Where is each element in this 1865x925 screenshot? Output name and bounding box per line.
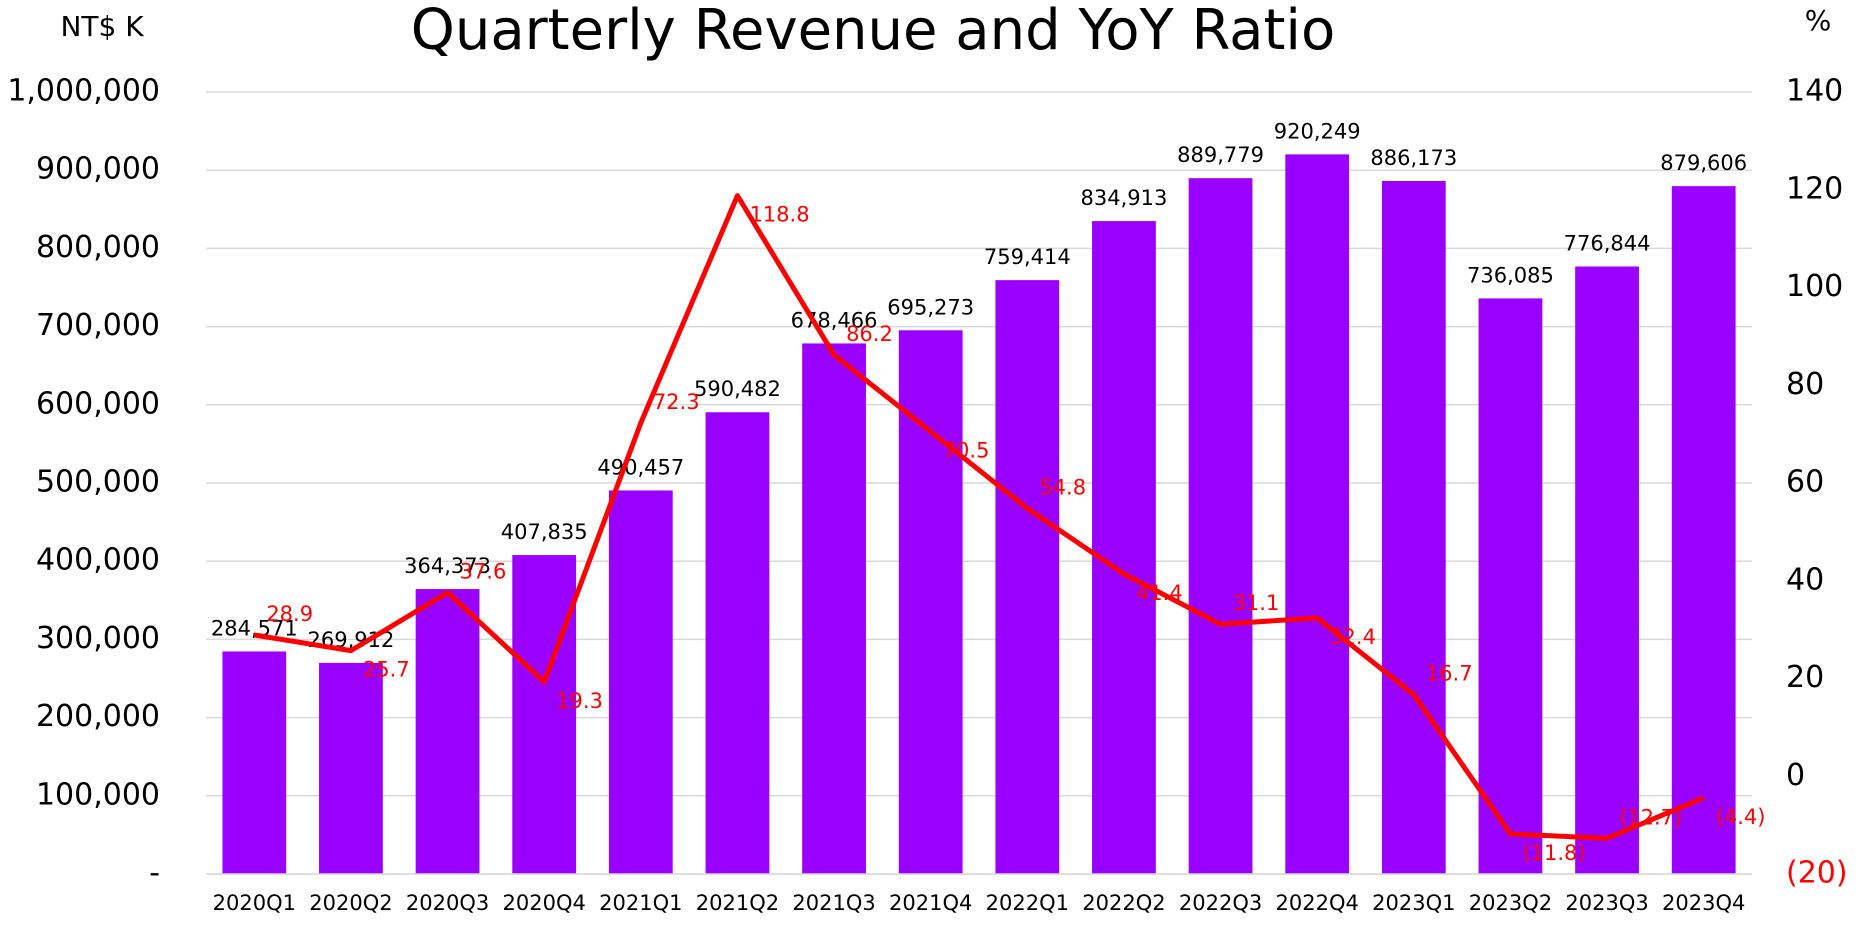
y2-tick-label: 0: [1786, 758, 1805, 793]
y-axis-label: NT$ K: [60, 10, 144, 43]
x-tick-label: 2022Q3: [1179, 891, 1262, 915]
line-value-label: (12.7): [1619, 805, 1682, 829]
bar: [222, 651, 287, 874]
bar-value-label: 364,373: [404, 554, 491, 578]
line-value-label: 16.7: [1426, 662, 1473, 686]
x-tick-label: 2022Q2: [1082, 891, 1165, 915]
y2-tick-label: 80: [1786, 367, 1824, 402]
x-tick-label: 2022Q1: [986, 891, 1069, 915]
bar-value-label: 736,085: [1467, 263, 1554, 287]
bar: [1575, 266, 1639, 874]
y2-tick-label: 20: [1786, 660, 1824, 695]
bar: [608, 490, 673, 874]
x-tick-label: 2021Q1: [599, 891, 682, 915]
line-value-label: 70.5: [943, 439, 990, 463]
line-value-label: 86.2: [846, 322, 893, 346]
line-value-label: 41.4: [1136, 581, 1183, 605]
y2-tick-label: 140: [1786, 74, 1843, 109]
x-tick-label: 2023Q2: [1469, 891, 1552, 915]
y-tick-label: 800,000: [36, 230, 160, 265]
y-tick-label: 900,000: [36, 152, 160, 187]
line-value-label: 25.7: [363, 658, 410, 682]
line-value-label: (4.4): [1716, 805, 1766, 829]
bar-value-label: 879,606: [1660, 151, 1747, 175]
bar: [898, 330, 963, 874]
x-tick-label: 2020Q2: [309, 891, 392, 915]
bar-value-label: 776,844: [1564, 232, 1651, 256]
bar: [1092, 221, 1156, 875]
y-tick-label: 300,000: [36, 621, 160, 656]
line-value-label: 19.3: [556, 689, 603, 713]
line: [253, 193, 1705, 841]
x-tick-label: 2021Q4: [889, 891, 972, 915]
x-tick-label: 2023Q4: [1662, 891, 1745, 915]
bar-value-label: 920,249: [1274, 119, 1361, 143]
bar-value-label: 590,482: [694, 377, 781, 401]
chart-title: Quarterly Revenue and YoY Ratio: [411, 0, 1336, 63]
line-value-label: 28.9: [266, 602, 313, 626]
y2-tick-label: 60: [1786, 465, 1824, 500]
bar-value-label: 886,173: [1370, 146, 1457, 170]
bar: [512, 555, 577, 874]
line-value-label: 37.6: [460, 559, 507, 583]
bar: [319, 662, 383, 874]
bar: [802, 343, 866, 874]
line-value-label: 54.8: [1039, 475, 1086, 499]
y-tick-label: -: [149, 856, 160, 891]
x-tick-label: 2020Q4: [503, 891, 586, 915]
line-value-label: 31.1: [1233, 591, 1280, 615]
x-tick-label: 2022Q4: [1276, 891, 1359, 915]
bar: [1671, 186, 1736, 875]
line-value-label: 72.3: [653, 390, 700, 414]
line-value-label: (11.8): [1522, 841, 1585, 865]
x-tick-label: 2020Q1: [213, 891, 296, 915]
bar: [705, 412, 770, 874]
x-tick-label: 2021Q3: [792, 891, 875, 915]
bar: [995, 280, 1060, 874]
x-tick-label: 2023Q1: [1372, 891, 1455, 915]
bar: [1381, 181, 1446, 875]
y-tick-label: 700,000: [36, 308, 160, 343]
bar: [1285, 154, 1350, 874]
bar-value-label: 759,414: [984, 245, 1071, 269]
line-value-label: 32.4: [1329, 625, 1376, 649]
x-tick-label: 2020Q3: [406, 891, 489, 915]
y-tick-label: 1,000,000: [7, 74, 160, 109]
line-value-label: 118.8: [749, 203, 809, 227]
y2-axis-label: %: [1805, 4, 1832, 37]
y-tick-label: 200,000: [36, 699, 160, 734]
y-tick-label: 100,000: [36, 777, 160, 812]
bar-value-label: 695,273: [887, 295, 974, 319]
y-tick-label: 400,000: [36, 543, 160, 578]
x-tick-label: 2021Q2: [696, 891, 779, 915]
y2-tick-label: (20): [1786, 856, 1848, 891]
bar-value-label: 678,466: [791, 308, 878, 332]
x-tick-label: 2023Q3: [1565, 891, 1648, 915]
bar: [415, 589, 480, 874]
bar: [1188, 178, 1253, 875]
bar-value-label: 889,779: [1177, 143, 1264, 167]
y2-tick-label: 40: [1786, 562, 1824, 597]
y2-tick-label: 100: [1786, 269, 1843, 304]
bar: [1478, 298, 1543, 874]
bar-value-label: 834,913: [1081, 186, 1168, 210]
y-tick-label: 500,000: [36, 465, 160, 500]
bar-value-label: 407,835: [501, 520, 588, 544]
bar-value-label: 490,457: [597, 455, 684, 479]
y-tick-label: 600,000: [36, 386, 160, 421]
y2-tick-label: 120: [1786, 171, 1843, 206]
